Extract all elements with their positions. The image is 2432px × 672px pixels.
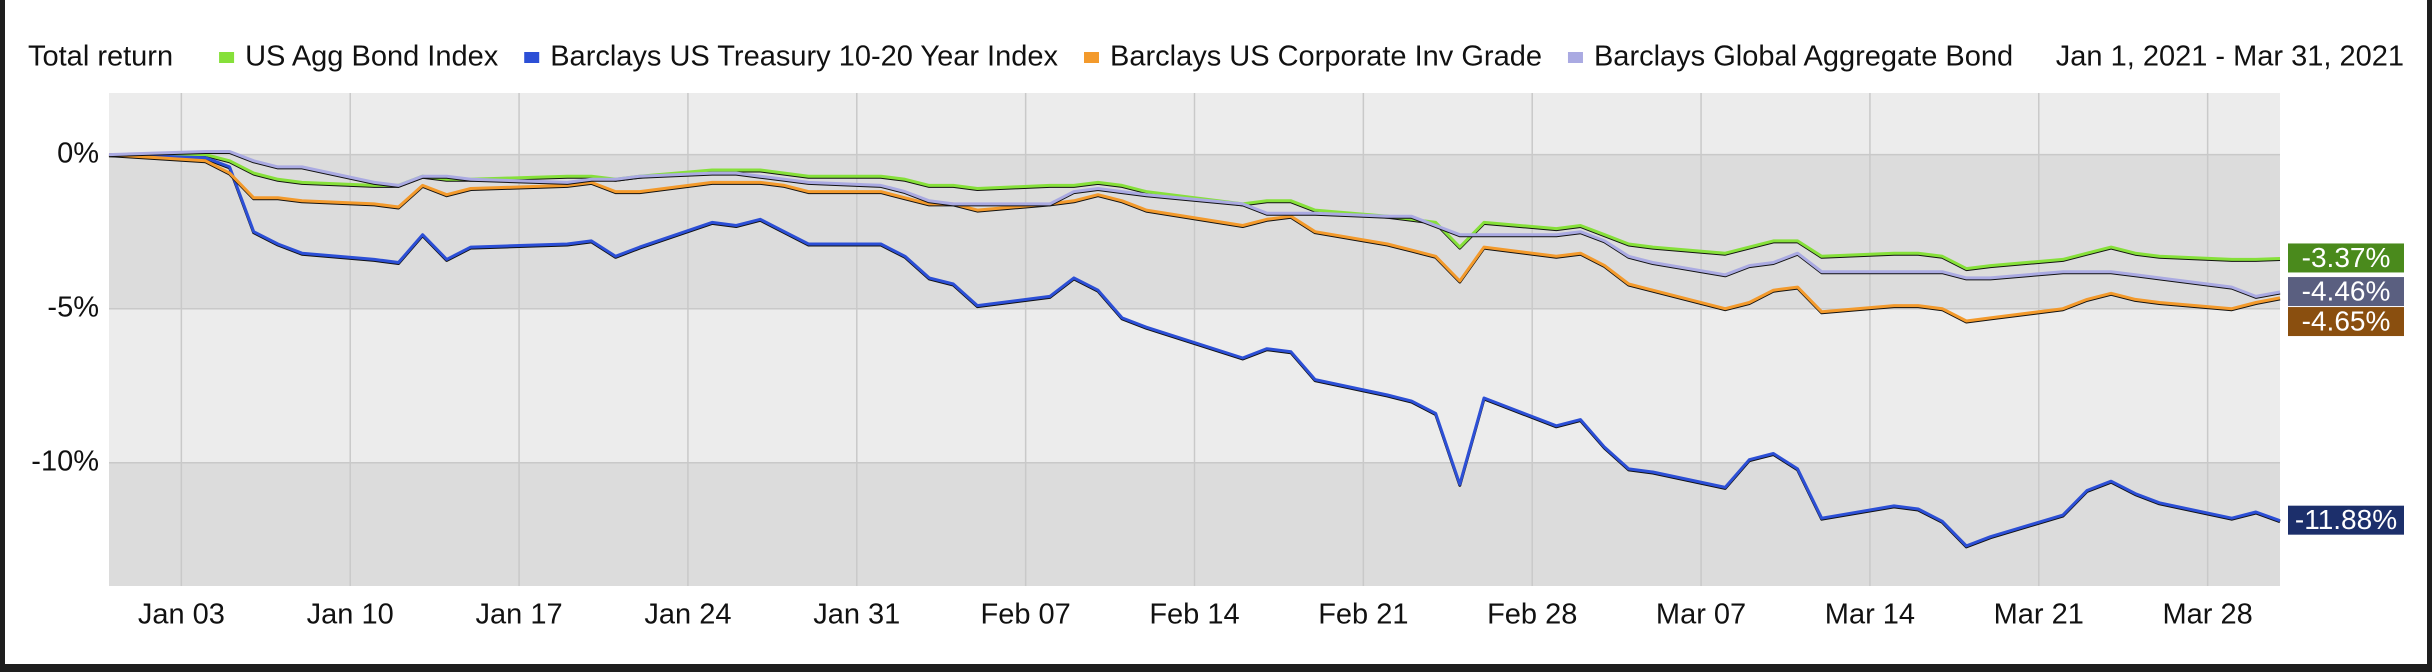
x-tick-label: Mar 28 [2163, 599, 2253, 631]
end-label-text: -4.65% [2302, 305, 2391, 336]
x-tick-label: Jan 31 [813, 599, 900, 631]
legend-label: Barclays US Corporate Inv Grade [1110, 41, 1542, 73]
x-tick-label: Mar 21 [1994, 599, 2084, 631]
x-tick-label: Jan 10 [307, 599, 394, 631]
end-label: -3.37% [2288, 242, 2404, 273]
end-label: -11.88% [2288, 504, 2404, 535]
x-tick-label: Jan 17 [476, 599, 563, 631]
end-label-text: -3.37% [2302, 242, 2391, 273]
legend-marker [1567, 52, 1583, 63]
end-label-text: -11.88% [2295, 504, 2397, 535]
legend-marker [219, 52, 235, 63]
x-tick-label: Feb 21 [1318, 599, 1408, 631]
legend-marker [524, 52, 540, 63]
x-tick-label: Feb 07 [980, 599, 1070, 631]
end-label-text: -4.46% [2302, 275, 2391, 306]
legend-label: Barclays US Treasury 10-20 Year Index [550, 41, 1058, 73]
y-tick-label: 0% [57, 137, 99, 169]
series-line [108, 153, 2281, 323]
end-label-box [2288, 307, 2404, 337]
legend-marker [1084, 52, 1099, 63]
series-line [108, 153, 2281, 548]
x-tick-label: Jan 24 [644, 599, 731, 631]
x-tick-label: Feb 14 [1149, 599, 1239, 631]
end-label-box [2288, 243, 2404, 273]
end-label: -4.65% [2288, 305, 2404, 336]
series-line [108, 150, 2281, 298]
legend-label: US Agg Bond Index [245, 41, 499, 73]
end-label-box [2288, 505, 2404, 535]
chart-title: Total return [28, 41, 173, 73]
end-label: -4.46% [2288, 275, 2404, 306]
y-tick-label: -5% [47, 291, 99, 323]
x-tick-label: Jan 03 [138, 599, 225, 631]
x-tick-label: Feb 28 [1487, 599, 1577, 631]
x-tick-label: Mar 14 [1825, 599, 1915, 631]
date-range: Jan 1, 2021 - Mar 31, 2021 [2056, 41, 2404, 73]
y-tick-label: -10% [31, 445, 99, 477]
legend-label: Barclays Global Aggregate Bond [1594, 41, 2013, 73]
end-label-box [2288, 277, 2404, 307]
x-tick-label: Mar 07 [1656, 599, 1746, 631]
